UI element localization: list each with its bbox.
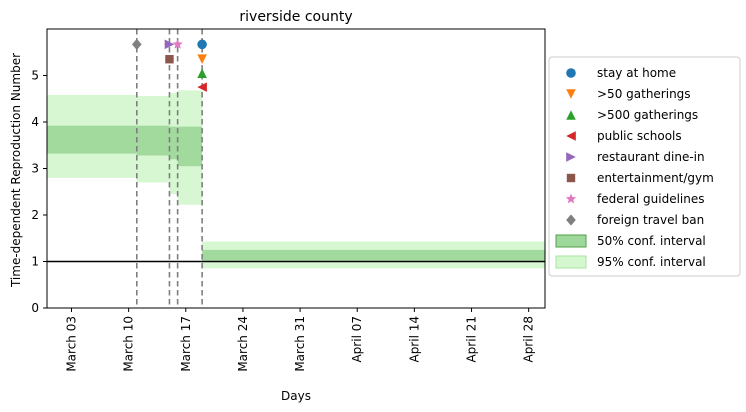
x-tick-label: April 14 [407, 316, 421, 363]
legend-box [548, 56, 741, 277]
marker-50-gatherings [197, 54, 207, 65]
x-tick-label: March 03 [64, 316, 78, 372]
y-ticks: 0 1 2 3 4 5 [31, 69, 47, 315]
x-tick-label: April 21 [465, 316, 479, 363]
x-tick-label: April 07 [350, 316, 364, 363]
x-tick-label: April 28 [522, 316, 536, 363]
y-tick-label: 0 [31, 301, 39, 315]
ci50-band [47, 125, 137, 154]
marker-federal-guidelines [172, 38, 183, 49]
x-tick-label: March 24 [236, 316, 250, 372]
intervention-markers [132, 38, 207, 92]
legend-label: 95% conf. interval [597, 255, 706, 269]
ci50-band [202, 249, 546, 261]
legend-swatch-public-schools [566, 131, 576, 141]
x-tick-label: March 31 [293, 316, 307, 372]
x-axis-label: Days [281, 389, 311, 403]
legend-label: >50 gatherings [597, 87, 691, 101]
marker-public-schools [197, 82, 207, 92]
legend-label: stay at home [597, 66, 676, 80]
legend-swatch-500-gatherings [566, 110, 576, 120]
marker-500-gatherings [197, 68, 207, 78]
ci50-band [169, 126, 178, 160]
marker-entertainment-gym [165, 55, 174, 64]
legend-label: foreign travel ban [597, 213, 704, 227]
marker-foreign-travel-ban [132, 38, 142, 50]
legend-swatch-50-gatherings [566, 89, 576, 99]
legend-label: 50% conf. interval [597, 234, 706, 248]
x-tick-label: March 17 [179, 316, 193, 372]
legend-swatch-50-conf-interval [555, 234, 587, 248]
legend-swatch-restaurant-dine-in [566, 152, 576, 162]
y-tick-label: 2 [31, 208, 39, 222]
y-tick-label: 4 [31, 115, 39, 129]
legend-swatch-stay-at-home [566, 68, 576, 78]
legend-label: federal guidelines [597, 192, 705, 206]
ci50-band [136, 125, 170, 156]
legend: stay at home >50 gatherings >500 gathering… [548, 56, 741, 277]
y-tick-label: 3 [31, 162, 39, 176]
legend-label: entertainment/gym [597, 171, 714, 185]
ci50-bands [47, 125, 546, 261]
legend-label: restaurant dine-in [597, 150, 705, 164]
ci50-band [177, 126, 203, 167]
x-ticks: March 03 March 10 March 17 March 24 March 31… [64, 308, 536, 372]
y-axis-label: Time-dependent Reproduction Number [9, 53, 23, 288]
y-tick-label: 1 [31, 255, 39, 269]
marker-stay-at-home [197, 39, 207, 50]
legend-swatch-entertainment-gym [566, 173, 576, 183]
legend-swatch-95-conf-interval [555, 255, 587, 269]
legend-label: >500 gatherings [597, 108, 698, 122]
legend-swatch-federal-guidelines [565, 193, 577, 204]
y-tick-label: 5 [31, 69, 39, 83]
legend-swatch-foreign-travel-ban [566, 214, 576, 226]
marker-restaurant-dine-in [164, 39, 175, 50]
x-tick-label: March 10 [122, 316, 136, 372]
chart-title: riverside county [239, 9, 352, 25]
legend-label: public schools [597, 129, 682, 143]
